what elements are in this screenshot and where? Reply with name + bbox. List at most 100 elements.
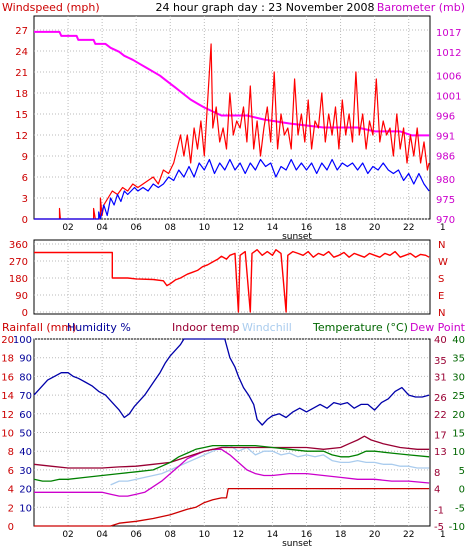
humidity-tick: 20 xyxy=(19,485,32,496)
indoor-temp-tick: 31 xyxy=(434,372,447,383)
barometer-tick: 1017 xyxy=(436,28,461,39)
temperature-tick: 25 xyxy=(452,391,465,402)
windchill-line xyxy=(110,444,430,486)
wind-gust-line xyxy=(34,43,430,220)
windspeed-tick: 12 xyxy=(15,131,28,142)
barometer-tick: 996 xyxy=(436,112,455,123)
x-tick-label: 1 xyxy=(440,530,446,540)
x-tick-label: 20 xyxy=(369,530,381,540)
barometer-tick: 1012 xyxy=(436,48,461,59)
indoor-temp-tick: 26 xyxy=(434,393,447,404)
direction-degree-tick: 0 xyxy=(22,308,28,319)
rainfall-tick: 10 xyxy=(1,429,14,440)
x-tick-label: 06 xyxy=(130,530,142,540)
wind-x-tick-labels: 02 04 06 08 10 12 14 16 18 20 22 1 xyxy=(62,223,445,233)
temperature-tick-labels: -10 -5 0 5 10 15 20 25 30 35 40 xyxy=(449,335,465,533)
humidity-tick: 50 xyxy=(19,429,32,440)
wind-direction-line xyxy=(34,248,430,313)
x-tick-label: 10 xyxy=(199,530,211,540)
x-tick-label: 06 xyxy=(130,223,142,233)
direction-panel-grid xyxy=(34,240,430,314)
x-tick-label: 1 xyxy=(440,223,446,233)
temperature-tick: 20 xyxy=(452,410,465,421)
temperature-tick: 35 xyxy=(452,354,465,365)
windchill-label: Windchill xyxy=(242,321,292,334)
x-tick-label: 18 xyxy=(335,223,347,233)
dew-point-label: Dew Point xyxy=(410,321,466,334)
x-tick-label: 02 xyxy=(62,223,73,233)
wind-speed-line xyxy=(34,158,430,220)
humidity-axis-label: Humidity % xyxy=(67,321,131,334)
x-tick-label: 14 xyxy=(267,530,279,540)
barometer-tick: 991 xyxy=(436,131,455,142)
humidity-tick: 100 xyxy=(13,335,32,346)
barometer-tick-labels: 970 975 980 986 991 996 1001 1006 1012 1017 xyxy=(436,28,461,226)
compass-label: N xyxy=(438,308,445,319)
rainfall-tick-labels: 0 2 4 6 8 10 12 14 16 18 20 xyxy=(1,335,14,533)
windspeed-tick: 18 xyxy=(15,89,28,100)
barometer-tick: 986 xyxy=(436,151,455,162)
compass-label: N xyxy=(438,240,445,251)
rainfall-tick: 16 xyxy=(1,372,14,383)
humidity-tick: 60 xyxy=(19,410,32,421)
indoor-temp-label: Indoor temp xyxy=(172,321,239,334)
chart-title: 24 hour graph day : 23 November 2008 xyxy=(155,1,374,14)
barometer-tick: 970 xyxy=(436,215,455,226)
temperature-tick: 0 xyxy=(459,485,465,496)
direction-degree-tick: 270 xyxy=(9,257,28,268)
rainfall-tick: 8 xyxy=(8,447,14,458)
temperature-tick: -5 xyxy=(455,503,465,514)
x-tick-label: 10 xyxy=(199,223,211,233)
x-tick-label: 08 xyxy=(165,530,177,540)
compass-label: S xyxy=(438,274,444,285)
rainfall-tick: 0 xyxy=(8,522,14,533)
sunset-marker-label-bottom: sunset xyxy=(282,539,312,549)
barometer-tick: 975 xyxy=(436,195,455,206)
x-tick-label: 08 xyxy=(165,223,177,233)
indoor-temp-tick: -5 xyxy=(434,522,444,533)
barometer-line xyxy=(34,30,430,137)
indoor-temp-tick: 22 xyxy=(434,410,447,421)
barometer-tick: 980 xyxy=(436,175,455,186)
indoor-temp-tick: 35 xyxy=(434,356,447,367)
temp-panel-grid xyxy=(34,338,430,526)
x-tick-label: 02 xyxy=(62,530,73,540)
x-tick-label: 18 xyxy=(335,530,347,540)
direction-degree-tick: 360 xyxy=(9,240,28,251)
rainfall-tick: 20 xyxy=(1,335,14,346)
rainfall-tick: 4 xyxy=(8,485,14,496)
x-tick-label: 12 xyxy=(233,223,244,233)
windspeed-tick: 6 xyxy=(22,173,28,184)
rainfall-axis-label: Rainfall (mm) xyxy=(2,321,76,334)
temperature-tick: 15 xyxy=(452,429,465,440)
barometer-axis-label: Barometer (mb) xyxy=(377,1,465,14)
indoor-temp-tick: 4 xyxy=(434,485,440,496)
direction-panel-series xyxy=(34,248,430,313)
temp-panel-series xyxy=(33,338,430,527)
direction-degree-tick: 90 xyxy=(15,291,28,302)
indoor-temp-tick-labels: -5 -1 4 8 13 17 22 26 31 35 40 xyxy=(434,335,447,533)
temperature-tick: 5 xyxy=(459,466,465,477)
temperature-tick: -10 xyxy=(449,522,465,533)
x-tick-label: 04 xyxy=(96,530,108,540)
windspeed-axis-label: Windspeed (mph) xyxy=(2,1,100,14)
sunset-marker-label: sunset xyxy=(282,232,312,242)
temperature-axis-label: Temperature (°C) xyxy=(312,321,408,334)
windspeed-tick: 21 xyxy=(15,68,28,79)
humidity-tick: 30 xyxy=(19,466,32,477)
humidity-line xyxy=(33,338,430,426)
indoor-temp-line xyxy=(33,435,430,469)
wind-panel-series xyxy=(34,30,430,220)
windspeed-tick-labels: 0 3 6 9 12 15 18 21 24 27 xyxy=(15,26,28,226)
indoor-temp-tick: 17 xyxy=(434,431,447,442)
humidity-tick: 80 xyxy=(19,372,32,383)
humidity-tick: 40 xyxy=(19,447,32,458)
direction-panel-frame xyxy=(33,239,431,315)
rainfall-line xyxy=(34,487,430,527)
humidity-tick: 10 xyxy=(19,503,32,514)
temperature-line xyxy=(33,444,430,482)
windspeed-tick: 9 xyxy=(22,152,28,163)
direction-degree-tick: 180 xyxy=(9,274,28,285)
windspeed-tick: 0 xyxy=(22,215,28,226)
